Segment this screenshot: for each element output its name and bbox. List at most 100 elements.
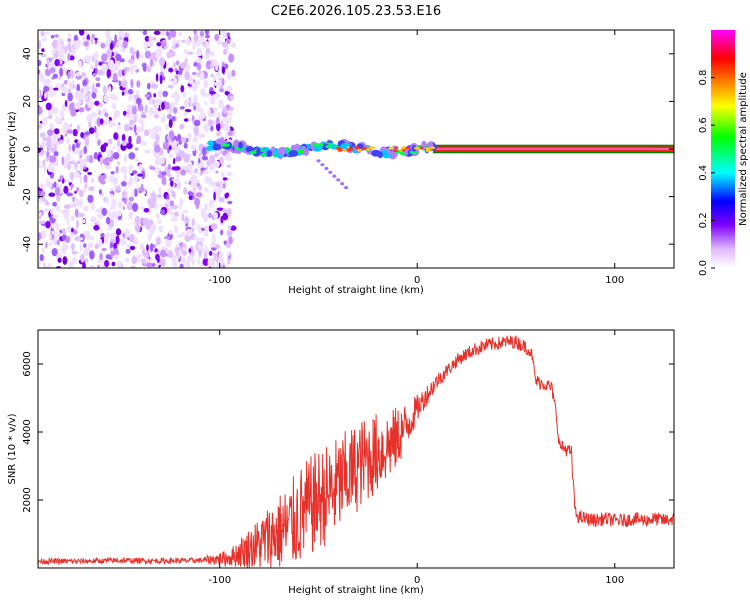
noise-speckle <box>188 101 192 107</box>
noise-speckle <box>64 45 67 55</box>
noise-speckle <box>118 260 122 268</box>
noise-speckle <box>71 251 79 255</box>
noise-speckle <box>70 50 76 55</box>
noise-speckle <box>80 132 84 138</box>
noise-speckle <box>214 244 221 250</box>
carrier-line-center <box>433 148 674 150</box>
noise-speckle <box>216 112 222 118</box>
noise-speckle <box>154 152 161 159</box>
noise-speckle <box>98 189 102 195</box>
noise-speckle <box>152 51 156 57</box>
noise-speckle <box>173 224 178 229</box>
noise-speckle <box>158 186 162 194</box>
noise-speckle <box>77 60 82 68</box>
noise-speckle <box>38 260 41 268</box>
signal-blob <box>207 140 214 146</box>
noise-speckle <box>97 264 100 268</box>
noise-speckle <box>216 207 224 211</box>
noise-speckle <box>207 119 214 127</box>
spectrogram-ticks: -100 0 100 -40 -20 0 20 40 <box>22 30 674 286</box>
noise-speckle <box>99 118 104 125</box>
noise-speckle <box>42 196 46 202</box>
noise-speckle <box>83 131 91 136</box>
noise-speckle <box>212 76 217 82</box>
noise-speckle <box>104 164 112 170</box>
noise-speckle <box>191 144 196 152</box>
noise-speckle <box>222 41 229 48</box>
noise-speckle <box>78 98 82 105</box>
noise-speckle <box>153 110 160 115</box>
noise-speckle <box>166 114 173 120</box>
noise-speckle <box>62 256 68 265</box>
noise-speckle <box>67 92 73 102</box>
noise-speckle <box>168 229 173 235</box>
noise-speckle <box>134 215 140 225</box>
noise-speckle <box>139 243 145 250</box>
noise-speckle <box>203 225 210 232</box>
signal-peak <box>388 146 394 150</box>
noise-speckle <box>172 139 177 149</box>
noise-speckle <box>159 57 165 67</box>
noise-speckle <box>160 209 166 215</box>
noise-speckle <box>105 216 111 225</box>
noise-speckle <box>126 110 130 115</box>
noise-speckle <box>53 151 59 157</box>
noise-speckle <box>38 212 42 217</box>
noise-speckle <box>60 209 63 213</box>
noise-speckle <box>74 90 82 100</box>
noise-speckle <box>90 216 97 223</box>
noise-speckle <box>189 166 193 176</box>
noise-speckle <box>228 53 235 63</box>
noise-speckle <box>90 64 94 73</box>
noise-speckle <box>132 188 135 196</box>
noise-speckle <box>179 106 185 110</box>
spectrogram-marks <box>38 30 674 268</box>
noise-speckle <box>89 250 95 260</box>
signal-peak <box>429 146 436 150</box>
noise-speckle <box>156 257 160 263</box>
noise-speckle <box>197 258 201 266</box>
noise-speckle <box>160 258 166 267</box>
noise-speckle <box>227 70 233 80</box>
noise-speckle <box>145 222 151 230</box>
noise-speckle <box>132 170 138 175</box>
signal-peak <box>404 146 411 150</box>
noise-speckle <box>227 111 234 117</box>
noise-speckle <box>196 39 201 47</box>
noise-speckle <box>54 59 60 67</box>
noise-speckle <box>66 217 70 226</box>
noise-speckle <box>92 72 96 78</box>
noise-speckle <box>82 86 89 92</box>
noise-speckle <box>63 204 71 210</box>
noise-speckle <box>169 200 175 207</box>
noise-speckle <box>52 223 60 227</box>
noise-speckle <box>42 159 46 167</box>
noise-speckle <box>69 102 76 112</box>
noise-speckle <box>209 180 216 187</box>
noise-speckle <box>91 83 95 92</box>
noise-speckle <box>193 135 198 144</box>
noise-speckle <box>38 89 41 98</box>
noise-speckle <box>144 104 148 114</box>
signal-blob <box>288 150 299 157</box>
noise-speckle <box>161 171 167 176</box>
noise-speckle <box>53 181 57 189</box>
noise-speckle <box>209 154 216 164</box>
noise-speckle <box>63 121 68 131</box>
signal-peak <box>366 148 371 151</box>
noise-speckle <box>186 228 193 237</box>
noise-speckle <box>124 32 129 38</box>
noise-speckle <box>164 166 169 173</box>
noise-speckle <box>44 116 50 121</box>
noise-speckle <box>216 71 221 78</box>
noise-speckle <box>153 102 159 110</box>
noise-speckle <box>45 156 49 162</box>
noise-speckle <box>39 132 46 138</box>
noise-speckle <box>144 93 150 98</box>
noise-speckle <box>84 31 88 36</box>
noise-speckle <box>78 107 85 113</box>
noise-speckle <box>161 101 165 111</box>
noise-speckle <box>50 34 55 39</box>
noise-speckle <box>150 133 157 139</box>
noise-speckle <box>185 261 190 268</box>
